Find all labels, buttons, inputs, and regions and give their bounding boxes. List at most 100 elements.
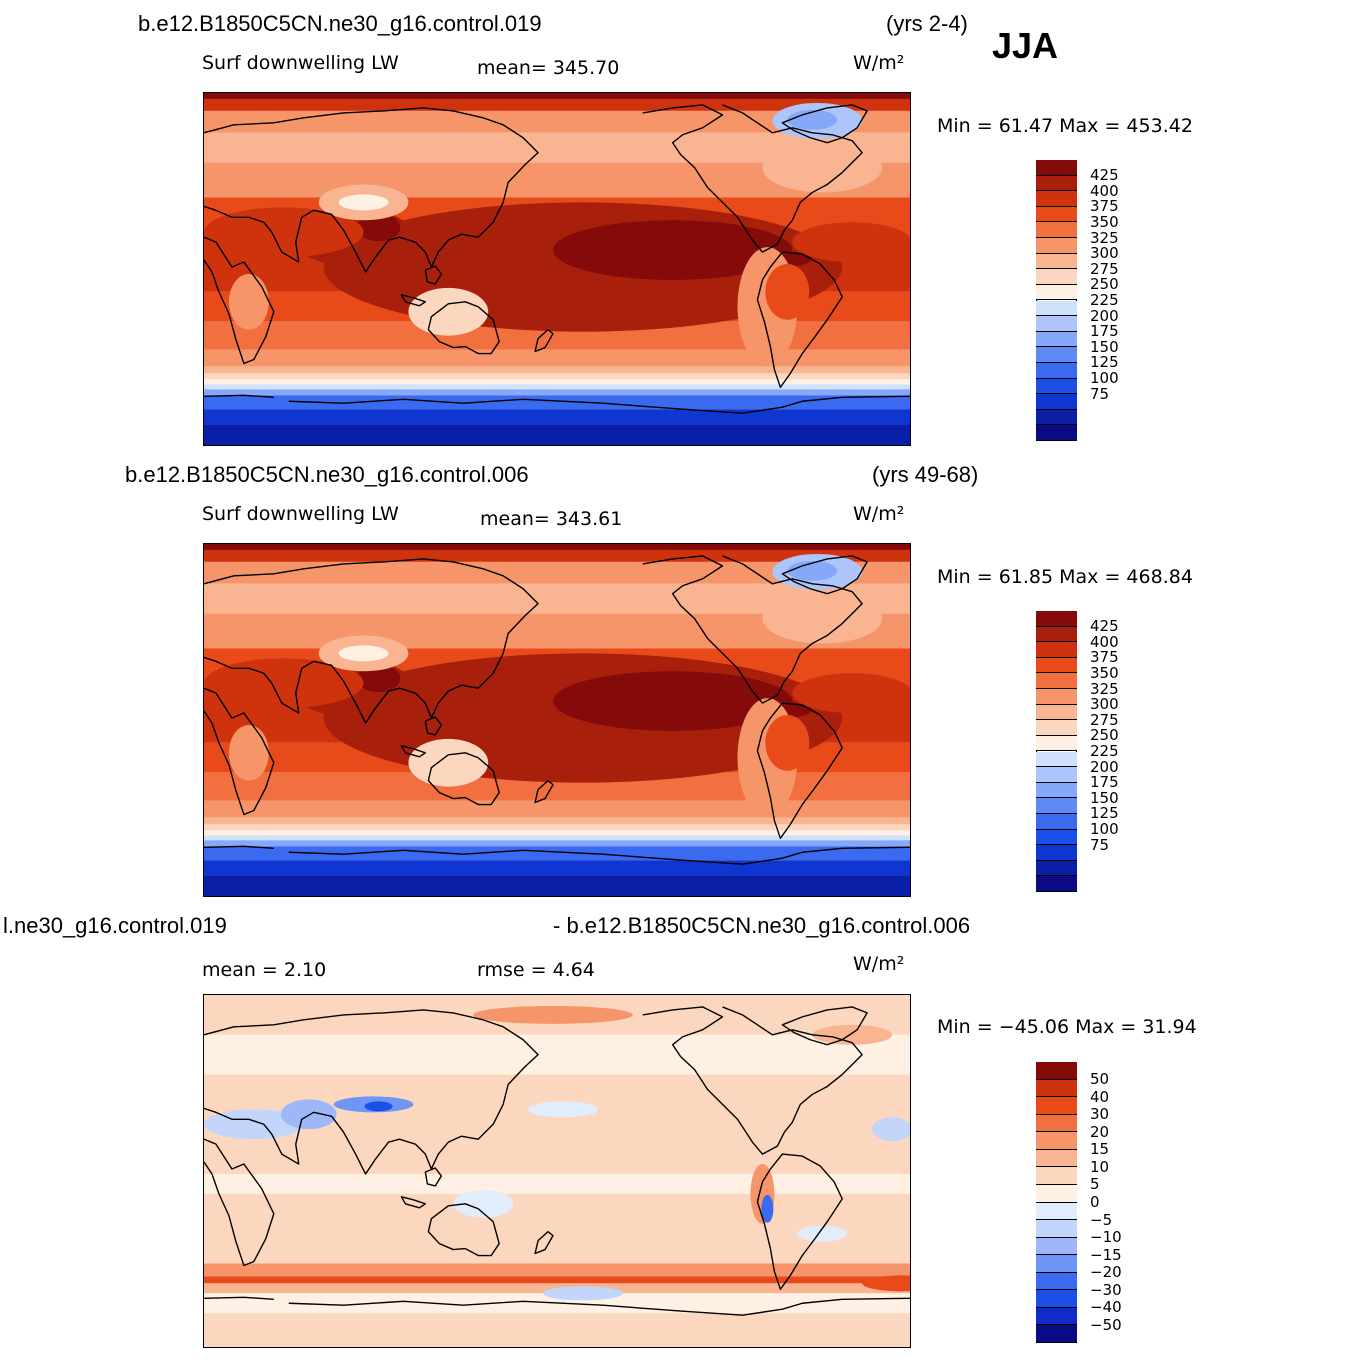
- colorbar-swatch: [1036, 689, 1077, 705]
- coastline: [424, 1167, 443, 1187]
- colorbar-swatch: [1036, 735, 1077, 752]
- map-field-blob: [812, 1024, 893, 1045]
- panel2-units: W/m²: [853, 503, 905, 525]
- map-field-blob: [364, 1101, 393, 1112]
- map-field-blob: [792, 222, 910, 263]
- panel3-units: W/m²: [853, 953, 905, 975]
- colorbar-swatch: [1036, 238, 1077, 254]
- colorbar-swatch: [1036, 1097, 1077, 1115]
- colorbar-swatch: [1036, 331, 1077, 348]
- colorbar-label: 30: [1090, 1105, 1110, 1124]
- map-band: [204, 373, 910, 380]
- colorbar-label: 325: [1090, 679, 1119, 698]
- coastline: [424, 265, 443, 285]
- panel1-units: W/m²: [853, 52, 905, 74]
- map-field-blob: [762, 142, 883, 193]
- map-band: [204, 349, 910, 367]
- coastline: [204, 394, 274, 398]
- coastline: [400, 745, 427, 758]
- map-band: [204, 1276, 910, 1284]
- panel2-case-name: b.e12.B1850C5CN.ne30_g16.control.006: [125, 462, 529, 487]
- colorbar-swatch: [1036, 1167, 1077, 1185]
- colorbar-swatch: [1036, 1079, 1077, 1098]
- colorbar-swatch: [1036, 845, 1077, 861]
- season-label: JJA: [992, 25, 1059, 66]
- map-band: [204, 549, 910, 562]
- colorbar-swatch: [1036, 1307, 1077, 1326]
- colorbar-swatch: [1036, 657, 1077, 674]
- map-field-blob: [338, 645, 389, 662]
- panel1-variable: Surf downwelling LW: [202, 52, 399, 74]
- colorbar-label: −5: [1090, 1210, 1113, 1229]
- coastline: [642, 104, 863, 253]
- colorbar-label: −50: [1090, 1315, 1122, 1334]
- colorbar-label: 100: [1090, 820, 1119, 839]
- map-band: [204, 384, 910, 390]
- colorbar-label: 20: [1090, 1122, 1110, 1141]
- map-field-blob: [408, 738, 489, 787]
- colorbar-swatch: [1036, 751, 1077, 768]
- map-band: [204, 1193, 910, 1264]
- panel1-minmax: Min = 61.47 Max = 453.42: [937, 115, 1193, 137]
- map-band: [204, 395, 910, 410]
- colorbar-label: 275: [1090, 710, 1119, 729]
- panel3-map: [203, 994, 911, 1348]
- colorbar-swatch: [1036, 1062, 1077, 1080]
- map-band: [204, 824, 910, 831]
- map-field-blob: [792, 673, 910, 714]
- colorbar-swatch: [1036, 1272, 1077, 1291]
- colorbar-label: 15: [1090, 1140, 1110, 1159]
- colorbar-label: −10: [1090, 1228, 1122, 1247]
- map-field-blob: [761, 1194, 774, 1223]
- coastline: [534, 1230, 554, 1255]
- panel3-case-right: - b.e12.B1850C5CN.ne30_g16.control.006: [553, 913, 971, 938]
- colorbar-swatch: [1036, 269, 1077, 285]
- map-field-blob: [408, 287, 489, 336]
- colorbar-label: 250: [1090, 726, 1119, 745]
- map-field-blob: [862, 1275, 910, 1292]
- panel3-case-left: l.ne30_g16.control.019: [3, 913, 227, 938]
- colorbar-swatch: [1036, 876, 1077, 892]
- colorbar-swatch: [1036, 425, 1077, 441]
- map-field-blob: [473, 1005, 633, 1024]
- map-field-blob: [543, 1286, 623, 1301]
- colorbar-swatch: [1036, 720, 1077, 736]
- colorbar-swatch: [1036, 362, 1077, 379]
- map-field-blob: [797, 1225, 848, 1242]
- panel2-mean: mean= 343.61: [480, 508, 623, 530]
- panel2-variable: Surf downwelling LW: [202, 503, 399, 525]
- colorbar-swatch: [1036, 378, 1077, 395]
- panel1-case-name: b.e12.B1850C5CN.ne30_g16.control.019: [138, 11, 542, 36]
- colorbar-swatch: [1036, 1290, 1077, 1308]
- colorbar-swatch: [1036, 626, 1077, 643]
- colorbar-label: 400: [1090, 181, 1119, 200]
- panel1-mean: mean= 345.70: [477, 57, 620, 79]
- map-band: [204, 379, 910, 385]
- map-band: [204, 830, 910, 836]
- coastline: [756, 1153, 843, 1291]
- colorbar-swatch: [1036, 347, 1077, 363]
- map-band: [204, 846, 910, 861]
- map-field-blob: [356, 213, 401, 242]
- colorbar-label: 40: [1090, 1087, 1110, 1106]
- map-band: [204, 544, 910, 550]
- coastline: [427, 301, 500, 355]
- colorbar-swatch: [1036, 1220, 1077, 1238]
- coastline: [204, 845, 274, 849]
- map-field-blob: [338, 194, 389, 211]
- colorbar-label: −20: [1090, 1263, 1122, 1282]
- colorbar-swatch: [1036, 673, 1077, 690]
- colorbar-label: 200: [1090, 306, 1119, 325]
- coastline: [781, 555, 868, 595]
- colorbar-swatch: [1036, 284, 1077, 301]
- colorbar-label: 375: [1090, 648, 1119, 667]
- colorbar-label: 300: [1090, 244, 1119, 263]
- map-band: [204, 409, 910, 425]
- coastline: [288, 846, 910, 865]
- colorbar-label: 100: [1090, 369, 1119, 388]
- colorbar-label: 5: [1090, 1175, 1100, 1194]
- map-field-blob: [453, 1189, 514, 1218]
- colorbar-swatch: [1036, 813, 1077, 830]
- colorbar-swatch: [1036, 782, 1077, 799]
- colorbar-swatch: [1036, 253, 1077, 270]
